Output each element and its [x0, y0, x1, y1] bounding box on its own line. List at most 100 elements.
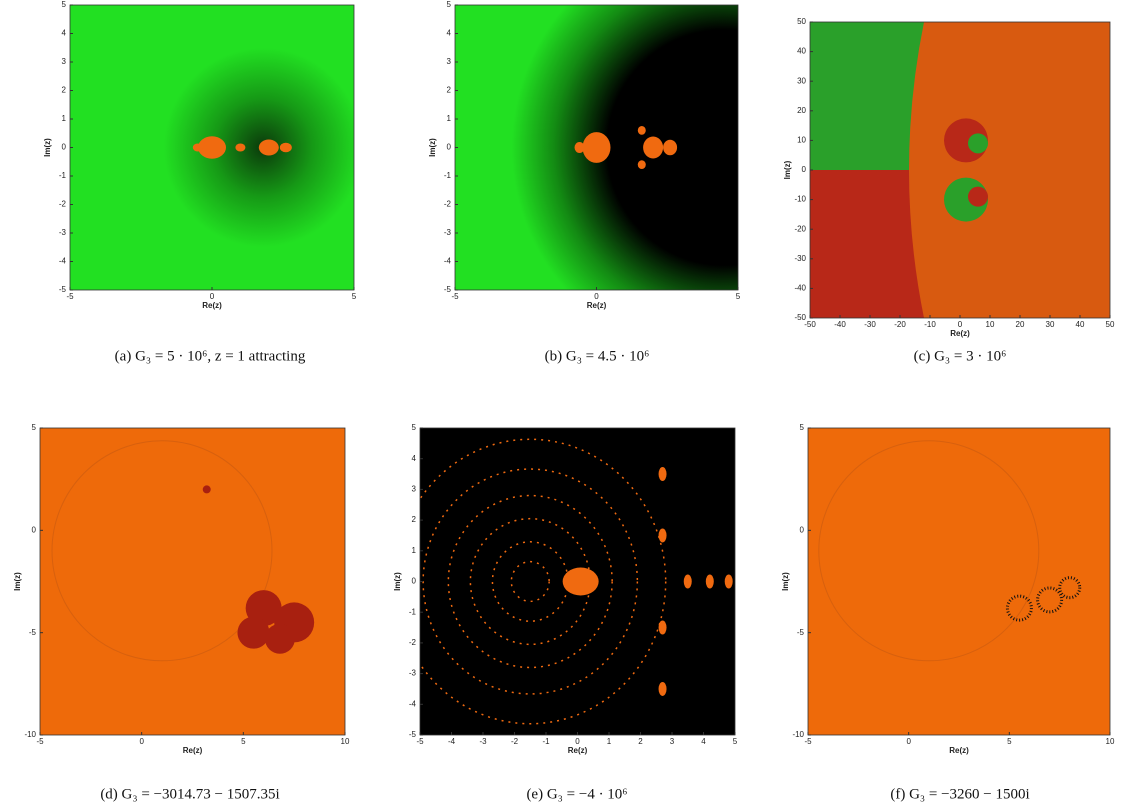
y-tick-label: -10: [24, 730, 36, 739]
x-tick-label: -5: [66, 292, 74, 301]
x-tick-label: 0: [594, 292, 599, 301]
blob: [659, 528, 667, 542]
x-tick-label: -3: [479, 737, 487, 746]
blob: [193, 144, 203, 152]
y-tick-label: -5: [797, 628, 805, 637]
blob: [575, 142, 585, 153]
blob: [659, 621, 667, 635]
x-tick-label: 30: [1046, 320, 1055, 329]
x-tick-label: 2: [638, 737, 643, 746]
y-tick-label: -1: [444, 171, 452, 180]
x-tick-label: -50: [804, 320, 816, 329]
x-tick-label: -40: [834, 320, 846, 329]
y-tick-label: -50: [794, 313, 806, 322]
caption: (e) G₃ = −4 · 10⁶: [526, 786, 627, 802]
blob: [238, 617, 270, 649]
y-tick-label: -4: [59, 257, 67, 266]
x-axis-label: Re(z): [568, 746, 588, 755]
y-tick-label: 3: [412, 485, 417, 494]
x-tick-label: -30: [864, 320, 876, 329]
x-axis-label: Re(z): [183, 746, 203, 755]
x-tick-label: 0: [139, 737, 144, 746]
y-tick-label: 4: [412, 454, 417, 463]
y-tick-label: 5: [800, 423, 805, 432]
figure: -505-5-4-3-2-1012345Re(z)Im(z)(a) G₃ = 5…: [0, 0, 1131, 812]
caption: (c) G₃ = 3 · 10⁶: [914, 348, 1007, 364]
x-tick-label: 3: [670, 737, 675, 746]
y-axis-label: Im(z): [393, 572, 402, 591]
plot-area: [70, 5, 354, 290]
y-tick-label: 2: [447, 86, 452, 95]
y-tick-label: -3: [409, 669, 417, 678]
y-tick-label: 5: [412, 423, 417, 432]
y-tick-label: -10: [792, 730, 804, 739]
bg: [808, 428, 1110, 735]
x-tick-label: 10: [986, 320, 995, 329]
y-tick-label: -5: [59, 285, 67, 294]
y-tick-label: 5: [447, 0, 452, 9]
y-tick-label: -2: [59, 200, 67, 209]
y-tick-label: 2: [412, 515, 417, 524]
blob: [643, 137, 663, 159]
blob: [663, 140, 677, 155]
blob: [265, 624, 295, 654]
y-tick-label: 0: [447, 143, 452, 152]
y-tick-label: 20: [797, 106, 806, 115]
x-axis-label: Re(z): [949, 746, 969, 755]
y-tick-label: -1: [59, 171, 67, 180]
y-tick-label: 1: [62, 114, 67, 123]
blob: [725, 575, 733, 589]
blob: [684, 575, 692, 589]
x-tick-label: 10: [341, 737, 350, 746]
x-axis-label: Re(z): [950, 329, 970, 338]
y-tick-label: 0: [412, 577, 417, 586]
x-tick-label: -2: [511, 737, 519, 746]
blob: [235, 144, 245, 152]
lobe: [968, 187, 988, 207]
x-axis-label: Re(z): [202, 301, 222, 310]
x-tick-label: -1: [542, 737, 550, 746]
y-tick-label: 3: [62, 57, 67, 66]
y-tick-label: -2: [409, 638, 417, 647]
region: [909, 22, 1110, 318]
y-axis-label: Im(z): [781, 572, 790, 591]
blob: [259, 140, 279, 156]
blob: [638, 160, 646, 169]
y-tick-label: 2: [62, 86, 67, 95]
y-tick-label: 5: [62, 0, 67, 9]
x-tick-label: 5: [241, 737, 246, 746]
x-axis-label: Re(z): [587, 301, 607, 310]
y-tick-label: 10: [797, 136, 806, 145]
y-tick-label: 4: [62, 29, 67, 38]
y-tick-label: -4: [409, 699, 417, 708]
bg: [40, 428, 345, 735]
x-tick-label: 5: [352, 292, 357, 301]
x-tick-label: 20: [1016, 320, 1025, 329]
y-tick-label: 3: [447, 57, 452, 66]
plot-area: [40, 428, 345, 735]
y-tick-label: -10: [794, 195, 806, 204]
blob: [583, 132, 611, 163]
caption: (a) G₃ = 5 · 10⁶, z = 1 attracting: [115, 348, 306, 364]
plot-area: [808, 428, 1110, 735]
plot-area: [395, 428, 735, 735]
y-tick-label: -40: [794, 284, 806, 293]
x-tick-label: 1: [607, 737, 612, 746]
x-tick-label: 0: [958, 320, 963, 329]
y-tick-label: -30: [794, 254, 806, 263]
blob: [280, 143, 292, 153]
blob: [638, 126, 646, 135]
y-tick-label: -5: [29, 628, 37, 637]
caption: (d) G₃ = −3014.73 − 1507.35i: [100, 786, 279, 802]
y-axis-label: Im(z): [13, 572, 22, 591]
x-tick-label: -5: [451, 292, 459, 301]
y-tick-label: -3: [444, 228, 452, 237]
x-tick-label: -4: [448, 737, 456, 746]
lobe: [968, 133, 988, 153]
x-tick-label: 5: [736, 292, 741, 301]
blob: [659, 467, 667, 481]
y-tick-label: -5: [409, 730, 417, 739]
y-tick-label: -4: [444, 257, 452, 266]
plot-area: [810, 22, 1110, 318]
y-tick-label: 0: [62, 143, 67, 152]
